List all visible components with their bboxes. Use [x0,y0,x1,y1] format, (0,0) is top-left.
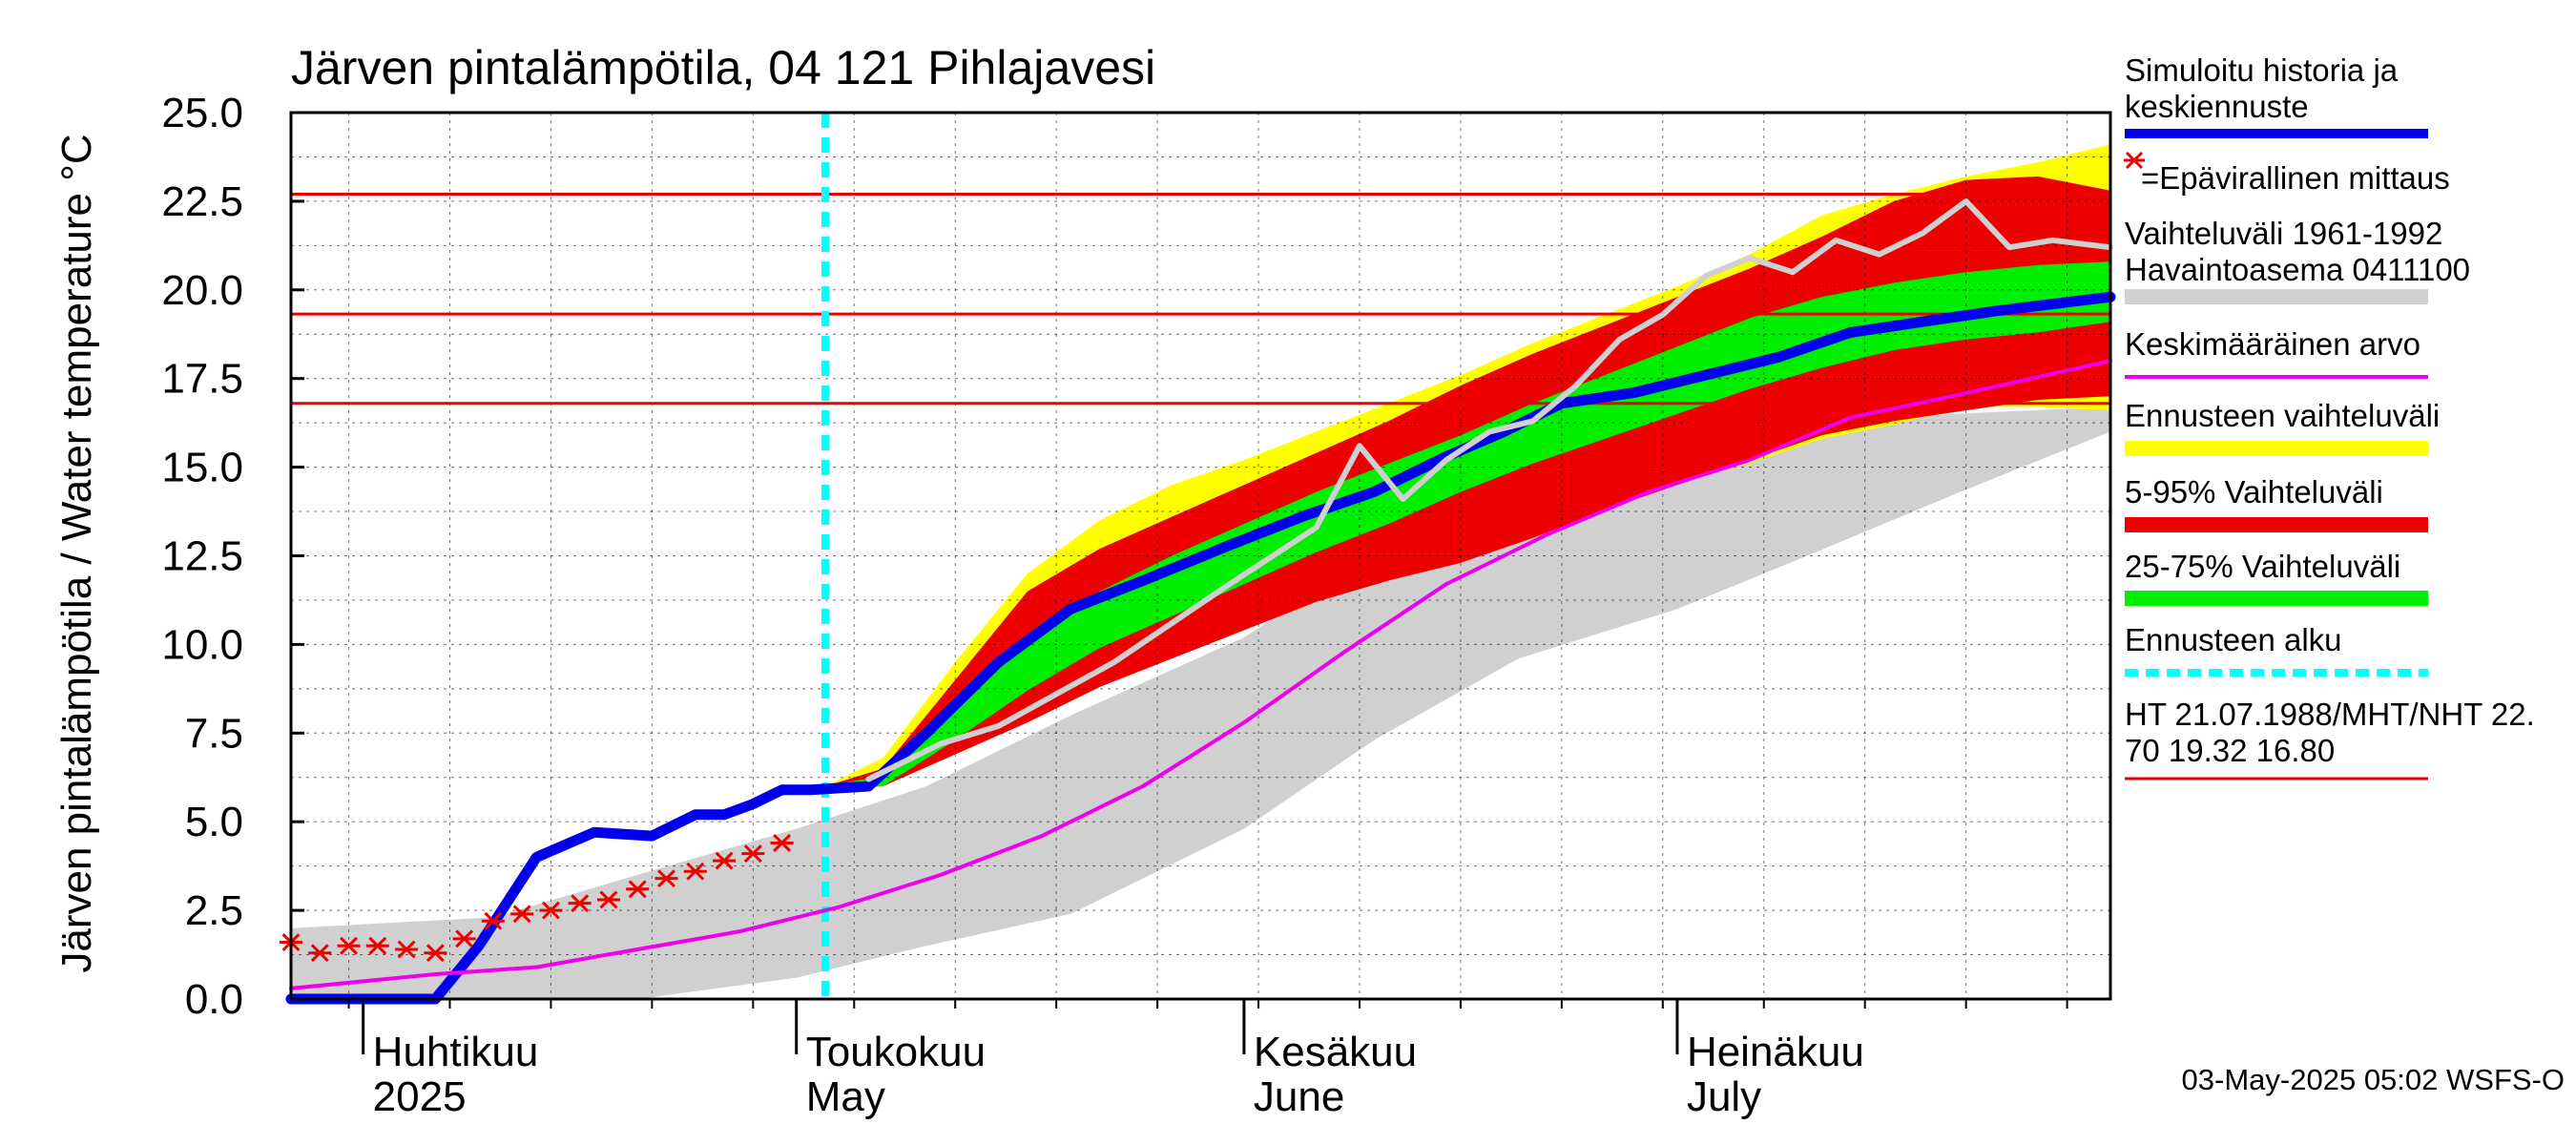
measurement-stroke [426,944,445,963]
measurement-stroke [571,894,590,913]
legend-label: Ennusteen alku [2125,622,2342,657]
y-tick-label: 12.5 [161,533,243,580]
x-month-label-en: July [1687,1073,1761,1120]
band-history_range [291,406,2110,999]
y-tick-label: 7.5 [185,710,243,757]
measurement-point [539,901,563,920]
series-observed [865,198,2113,782]
legend-marker [2125,151,2144,170]
measurement-stroke [743,844,762,864]
measurement-point [452,929,476,948]
measurement-point [596,890,620,909]
measurement-point [713,851,737,870]
measurement-stroke [628,880,647,899]
x-month-label-en: May [806,1073,885,1120]
legend-label: =Epävirallinen mittaus [2141,160,2450,196]
measurement-point [770,834,794,852]
measurement-point [395,940,419,959]
y-tick-label: 10.0 [161,621,243,668]
measurement-stroke [773,834,792,852]
measurement-stroke [541,901,560,920]
measurement-stroke [340,936,359,955]
legend-label: 70 19.32 16.80 [2125,733,2335,768]
measurement-stroke [599,890,618,909]
legend-item-history_range: Vaihteluväli 1961-1992 Havaintoasema 041… [2125,216,2470,304]
measurement-stroke [715,851,734,870]
measurement-stroke [310,944,329,963]
y-tick-label: 22.5 [161,178,243,225]
measurement-stroke [397,940,416,959]
measurement-point [481,911,505,930]
measurement-point [337,936,361,955]
y-tick-label: 5.0 [185,799,243,845]
series-layer [280,113,2116,1005]
legend-item-mean: Keskimääräinen arvo [2125,326,2428,379]
legend-item-reference: HT 21.07.1988/MHT/NHT 22.70 19.32 16.80 [2125,697,2535,781]
measurement-stroke [455,929,474,948]
measurement-stroke [686,862,705,881]
x-month-label-en: June [1254,1073,1344,1120]
legend-item-measurement: =Epävirallinen mittaus [2124,151,2450,196]
legend-item-forecast_start: Ennusteen alku [2125,622,2428,677]
legend-label: keskiennuste [2125,89,2309,124]
measurement-point [510,905,534,924]
legend-label: Havaintoasema 0411100 [2125,252,2470,287]
x-month-label-fi: Kesäkuu [1254,1029,1417,1075]
legend-label: 25-75% Vaihteluväli [2125,549,2400,584]
measurement-point [424,944,447,963]
legend-label: 5-95% Vaihteluväli [2125,474,2383,510]
legend-label: HT 21.07.1988/MHT/NHT 22. [2125,697,2535,732]
measurement-point [308,944,332,963]
y-tick-label: 15.0 [161,445,243,491]
reference-lines [291,192,2110,406]
x-month-label-fi: Heinäkuu [1687,1029,1864,1075]
legend-item-p25_75: 25-75% Vaihteluväli [2125,549,2428,606]
measurement-point [683,862,707,881]
x-month-label-en: 2025 [373,1073,467,1120]
measurement-stroke [484,911,503,930]
measurement-point [568,894,592,913]
x-month-label-fi: Huhtikuu [373,1029,539,1075]
bands-layer [291,144,2110,999]
y-axis-label: Järven pintalämpötila / Water temperatur… [53,134,100,972]
measurement-stroke [512,905,531,924]
measurement-point [626,880,650,899]
grid-layer [291,113,2110,999]
measurement-point [365,936,389,955]
series-mean [289,359,2112,990]
measurement-point [741,844,765,864]
y-tick-label: 0.0 [185,976,243,1023]
axes-layer: 0.0 2.5 5.0 7.5 10.0 12.5 15.0 17.5 20.0 22.5 25.0… [161,90,2112,1120]
y-tick-label: 20.0 [161,267,243,314]
legend-label: Simuloitu historia ja [2125,52,2399,88]
footer-timestamp: 03-May-2025 05:02 WSFS-O [2182,1063,2565,1096]
measurement-point [654,869,678,888]
legend-item-p5_95: 5-95% Vaihteluväli [2125,474,2428,532]
legend-item-forecast_range: Ennusteen vaihteluväli [2125,398,2440,456]
legend-label: Vaihteluväli 1961-1992 [2125,216,2442,251]
series-simulated [285,291,2116,1005]
y-tick-label: 17.5 [161,356,243,403]
legend-label: Keskimääräinen arvo [2125,326,2420,362]
measurement-stroke [657,869,675,888]
x-month-label-fi: Toukokuu [806,1029,986,1075]
legend-label: Ennusteen vaihteluväli [2125,398,2440,433]
y-tick-label: 25.0 [161,90,243,136]
y-tick-label: 2.5 [185,887,243,934]
measurement-stroke [368,936,387,955]
chart-title: Järven pintalämpötila, 04 121 Pihlajaves… [291,41,1155,94]
